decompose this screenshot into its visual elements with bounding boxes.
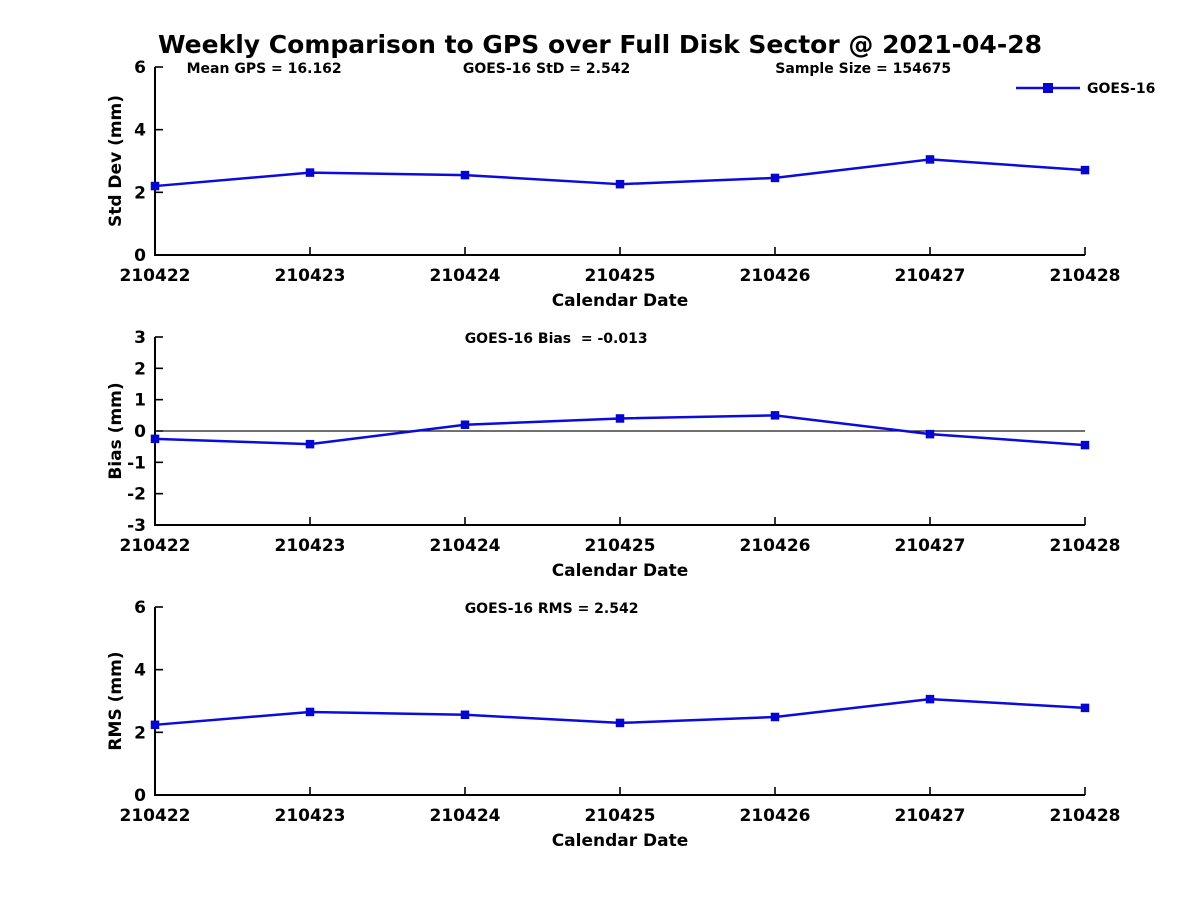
goes16-marker xyxy=(615,718,625,728)
goes16-marker xyxy=(925,155,935,164)
goes16-marker xyxy=(1080,440,1090,450)
y-tick-label: 6 xyxy=(134,58,146,78)
y-axis-label: Bias (mm) xyxy=(106,382,126,479)
x-tick-label: 210423 xyxy=(275,536,346,556)
y-tick-label: 2 xyxy=(134,183,146,203)
x-tick-label: 210427 xyxy=(895,266,966,286)
goes16-marker xyxy=(305,168,315,177)
goes16-marker xyxy=(150,720,160,730)
x-tick-label: 210422 xyxy=(120,536,191,556)
y-tick-label: -3 xyxy=(127,516,146,536)
y-tick-label: 2 xyxy=(134,723,146,743)
goes16-marker xyxy=(925,694,935,704)
y-tick-label: 4 xyxy=(134,121,146,141)
goes16-marker xyxy=(150,434,160,444)
goes16-marker xyxy=(1080,703,1090,713)
x-tick-label: 210423 xyxy=(275,266,346,286)
x-tick-label: 210424 xyxy=(430,536,501,556)
y-tick-label: 0 xyxy=(134,246,146,266)
y-tick-label: 2 xyxy=(134,359,146,379)
x-tick-label: 210422 xyxy=(120,266,191,286)
legend-label: GOES-16 xyxy=(1087,81,1155,97)
y-tick-label: 6 xyxy=(134,598,146,618)
goes16-marker xyxy=(150,181,160,191)
y-tick-label: 3 xyxy=(134,328,146,348)
y-tick-label: 4 xyxy=(134,661,146,681)
figure-title: Weekly Comparison to GPS over Full Disk … xyxy=(158,30,1042,59)
x-tick-label: 210425 xyxy=(585,536,656,556)
chart-canvas: -3 -2 -1 0 1 2 3 210422 210423 210424 210425 210426… xyxy=(106,328,1121,581)
goes16-marker xyxy=(770,411,780,420)
x-tick-label: 210425 xyxy=(585,266,656,286)
y-tick-label: 1 xyxy=(134,391,146,411)
y-axis-label: RMS (mm) xyxy=(106,651,126,750)
y-axis-label: Std Dev (mm) xyxy=(106,95,126,227)
x-axis-label: Calendar Date xyxy=(552,561,689,581)
annotation-text: Mean GPS = 16.162 xyxy=(187,61,342,77)
x-axis-label: Calendar Date xyxy=(552,291,689,311)
x-tick-label: 210423 xyxy=(275,806,346,826)
x-tick-label: 210428 xyxy=(1050,266,1121,286)
x-tick-label: 210425 xyxy=(585,806,656,826)
goes16-marker xyxy=(615,179,625,189)
y-tick-label: -2 xyxy=(127,485,146,505)
subplot-rms: 0 2 4 6 210422 210423 210424 210425 210426 210427… xyxy=(0,595,1200,865)
goes16-marker xyxy=(305,439,315,449)
annotation-text: GOES-16 RMS = 2.542 xyxy=(465,601,639,617)
goes16-marker xyxy=(305,707,315,717)
goes16-marker xyxy=(770,712,780,722)
x-tick-label: 210427 xyxy=(895,806,966,826)
goes16-marker xyxy=(460,170,470,180)
goes16-marker xyxy=(770,173,780,183)
annotation-text: GOES-16 StD = 2.542 xyxy=(463,61,630,77)
y-tick-label: -1 xyxy=(127,453,146,473)
x-tick-label: 210428 xyxy=(1050,806,1121,826)
subplot-std-dev: 0 2 4 6 210422 210423 210424 210425 210426 210427… xyxy=(0,55,1200,325)
x-tick-label: 210427 xyxy=(895,536,966,556)
x-tick-label: 210426 xyxy=(740,806,811,826)
goes16-marker xyxy=(615,414,625,423)
annotation-text: Sample Size = 154675 xyxy=(775,61,951,77)
y-tick-label: 0 xyxy=(134,422,146,442)
legend-marker xyxy=(1043,83,1053,93)
x-tick-label: 210426 xyxy=(740,266,811,286)
goes16-marker xyxy=(1080,165,1090,175)
x-tick-label: 210426 xyxy=(740,536,811,556)
chart-canvas: 0 2 4 6 210422 210423 210424 210425 210426 210427… xyxy=(106,598,1121,851)
annotation-text: GOES-16 Bias = -0.013 xyxy=(465,331,648,347)
x-tick-label: 210428 xyxy=(1050,536,1121,556)
x-tick-label: 210422 xyxy=(120,806,191,826)
chart-canvas: 0 2 4 6 210422 210423 210424 210425 210426 210427… xyxy=(106,58,1155,311)
goes16-marker xyxy=(925,429,935,439)
subplot-bias: -3 -2 -1 0 1 2 3 210422 210423 210424 210425 210426… xyxy=(0,325,1200,595)
legend: GOES-16 xyxy=(1016,81,1155,97)
goes16-marker xyxy=(460,710,470,720)
goes16-marker xyxy=(460,420,470,429)
y-tick-label: 0 xyxy=(134,786,146,806)
x-axis-label: Calendar Date xyxy=(552,831,689,851)
x-tick-label: 210424 xyxy=(430,266,501,286)
x-tick-label: 210424 xyxy=(430,806,501,826)
